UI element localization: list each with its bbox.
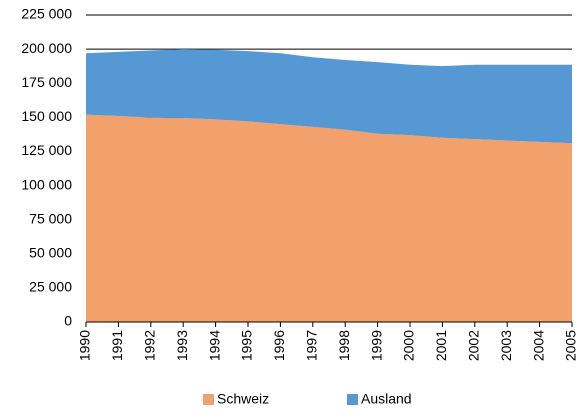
- x-tick-label: 1997: [304, 330, 320, 361]
- legend-swatch: [347, 394, 358, 405]
- y-tick-label: 200 000: [21, 40, 72, 56]
- areas: [86, 49, 572, 322]
- y-tick-label: 150 000: [21, 108, 72, 124]
- x-tick-label: 2004: [530, 330, 546, 361]
- x-tick-label: 1998: [336, 330, 352, 361]
- y-tick-label: 225 000: [21, 6, 72, 22]
- x-tick-label: 2003: [498, 330, 514, 361]
- x-tick-label: 1994: [206, 330, 222, 361]
- x-tick-label: 2001: [433, 330, 449, 361]
- x-tick-label: 2002: [466, 330, 482, 361]
- x-tick-label: 2005: [563, 330, 579, 361]
- x-tick-label: 1991: [109, 330, 125, 361]
- y-tick-label: 100 000: [21, 176, 72, 192]
- x-tick-label: 2000: [401, 330, 417, 361]
- legend-swatch: [203, 394, 214, 405]
- area: [86, 49, 572, 144]
- y-tick-label: 75 000: [29, 210, 72, 226]
- y-tick-label: 0: [64, 313, 72, 329]
- y-tick-label: 50 000: [29, 244, 72, 260]
- x-tick-label: 1996: [271, 330, 287, 361]
- x-tick-label: 1995: [239, 330, 255, 361]
- x-tick-label: 1990: [77, 330, 93, 361]
- y-tick-label: 25 000: [29, 279, 72, 295]
- x-tick-label: 1992: [142, 330, 158, 361]
- x-tick-label: 1999: [368, 330, 384, 361]
- legend-label: Ausland: [361, 391, 412, 407]
- area: [86, 114, 572, 322]
- y-tick-label: 175 000: [21, 74, 72, 90]
- x-tick-label: 1993: [174, 330, 190, 361]
- legend-label: Schweiz: [217, 391, 269, 407]
- y-tick-label: 125 000: [21, 142, 72, 158]
